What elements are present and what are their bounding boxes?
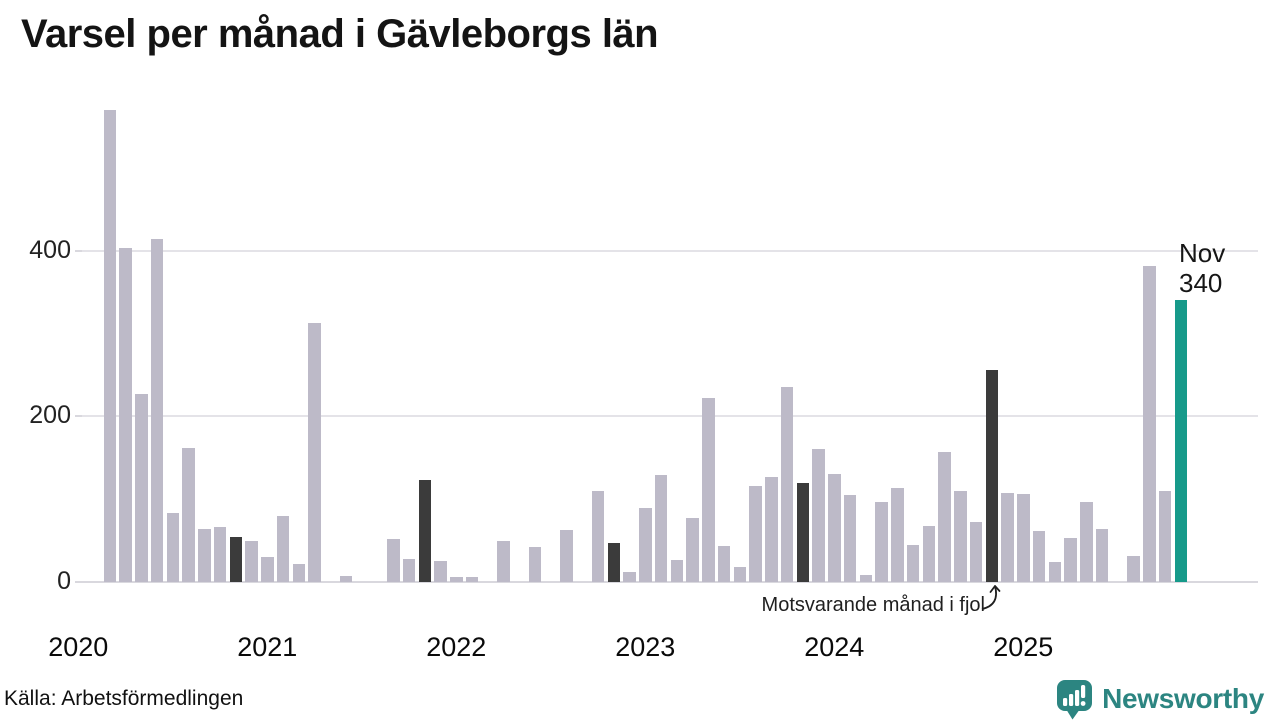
bar-2024-05: [891, 488, 904, 582]
bar-2022-02: [465, 577, 479, 582]
x-axis-label-2021: 2021: [237, 632, 298, 662]
bar-2024-12: [1001, 492, 1014, 582]
newsworthy-logo: Newsworthy: [1055, 678, 1264, 720]
source-caption: Källa: Arbetsförmedlingen: [4, 687, 244, 710]
gridline-400: [82, 249, 1258, 252]
bar-2023-12: [812, 448, 825, 582]
bar-2021-12: [434, 560, 447, 582]
bar-2022-10: [591, 490, 605, 582]
bar-2020-06: [150, 239, 164, 582]
bar-2022-12: [623, 572, 636, 582]
newsworthy-logo-icon: [1057, 680, 1093, 720]
bar-2021-09: [387, 538, 400, 582]
bar-2024-03: [859, 575, 872, 582]
bar-2024-02: [843, 495, 857, 582]
bar-2024-06: [906, 544, 920, 582]
bar-2020-03: [103, 109, 116, 582]
y-axis-label-0: 0: [57, 567, 71, 595]
bar-2023-09: [765, 476, 778, 582]
bar-2025-06: [1095, 529, 1109, 582]
bar-2020-09: [198, 529, 211, 582]
newsworthy-logo-text: Newsworthy: [1102, 683, 1264, 714]
bar-2020-08: [182, 447, 195, 582]
chart-title: Varsel per månad i Gävleborgs län: [21, 12, 659, 56]
bar-2020-10: [213, 526, 227, 582]
bar-2023-06: [717, 546, 731, 582]
bar-2021-03: [292, 563, 305, 582]
bar-2023-11: [796, 482, 809, 582]
bar-2023-08: [749, 485, 762, 582]
bar-2022-01: [450, 577, 463, 582]
bar-2024-07: [922, 525, 935, 582]
bar-2023-02: [654, 475, 668, 582]
bar-2021-04: [308, 322, 321, 582]
bar-2021-02: [276, 515, 290, 582]
bar-2021-01: [261, 557, 274, 582]
current-bar-month: Nov: [1179, 238, 1226, 268]
x-axis-label-2025: 2025: [993, 632, 1054, 662]
annotation-arrow-icon: [981, 585, 1001, 610]
y-tick-0: [75, 581, 82, 583]
bar-2022-06: [528, 547, 542, 582]
y-axis-label-200: 200: [29, 401, 71, 430]
bar-2022-08: [560, 529, 573, 582]
bar-2024-09: [954, 490, 967, 582]
bar-2025-01: [1017, 494, 1030, 582]
bar-2025-09: [1143, 265, 1156, 582]
bar-2024-11: [985, 370, 998, 582]
bar-2020-11: [229, 536, 242, 582]
bar-2021-10: [402, 558, 416, 582]
bar-2023-10: [780, 386, 794, 582]
bar-2023-01: [639, 507, 652, 582]
current-bar-value: 340: [1179, 268, 1223, 298]
bar-2021-06: [339, 576, 353, 582]
bar-2023-04: [686, 518, 699, 582]
bar-2020-07: [166, 513, 179, 582]
y-axis-label-400: 400: [29, 235, 71, 264]
gridline-200: [82, 415, 1258, 418]
bar-2022-11: [607, 543, 620, 582]
bar-2025-11: [1174, 300, 1187, 582]
x-axis-label-2020: 2020: [48, 632, 109, 662]
gridline-0: [82, 581, 1258, 583]
bar-2020-12: [245, 541, 258, 582]
x-axis-label-2024: 2024: [804, 632, 865, 662]
bar-2025-10: [1158, 490, 1172, 582]
x-axis-label-2022: 2022: [426, 632, 487, 662]
y-tick-200: [75, 415, 82, 418]
bar-2025-04: [1064, 538, 1077, 582]
bar-2023-05: [702, 398, 715, 582]
current-bar-label: Nov 340: [1179, 238, 1225, 298]
bar-2024-08: [938, 452, 951, 582]
annotation-label: Motsvarande månad i fjol: [761, 594, 985, 616]
bar-2023-03: [670, 559, 683, 582]
bar-2020-05: [135, 394, 148, 582]
bar-2024-01: [828, 473, 841, 582]
bar-2024-04: [875, 501, 888, 582]
y-tick-400: [75, 249, 82, 252]
bar-2025-05: [1080, 501, 1093, 582]
bar-2024-10: [969, 522, 983, 582]
bar-2023-07: [733, 567, 746, 582]
bar-2021-11: [418, 480, 431, 582]
bar-2022-04: [497, 541, 510, 582]
bar-2025-02: [1032, 530, 1046, 582]
bar-2025-08: [1127, 556, 1140, 582]
bar-2025-03: [1048, 562, 1061, 582]
x-axis-label-2023: 2023: [615, 632, 676, 662]
bar-2020-04: [119, 248, 132, 582]
